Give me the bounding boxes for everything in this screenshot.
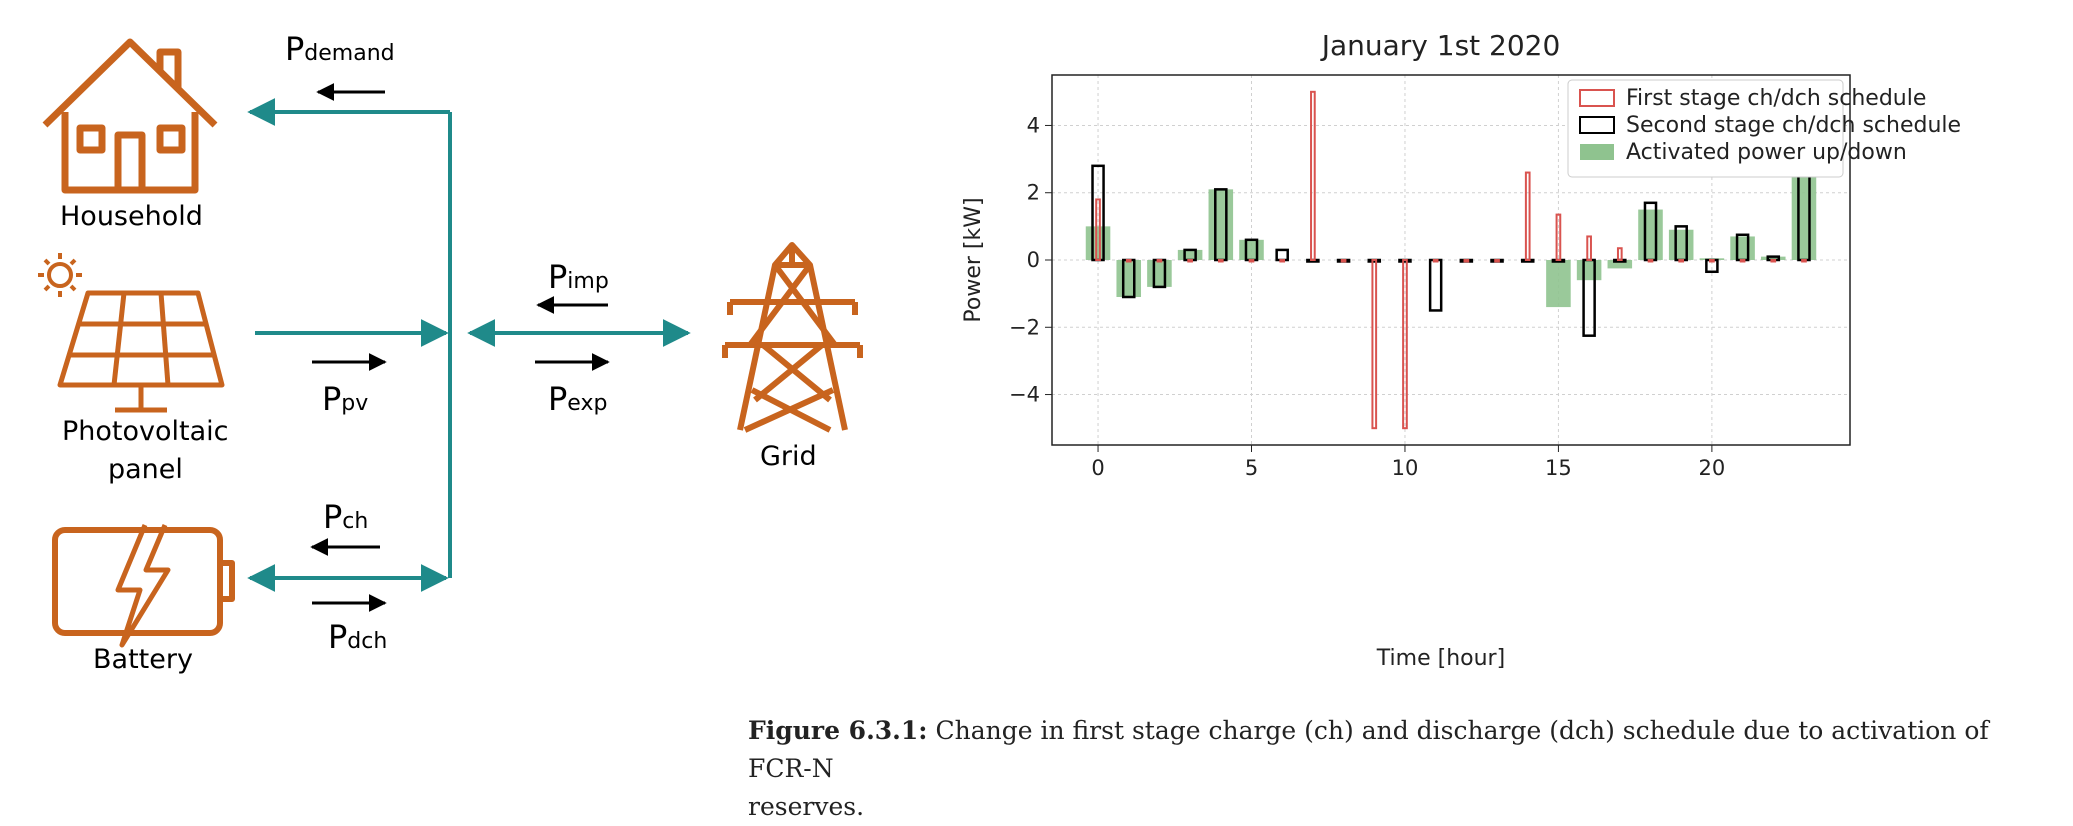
legend-swatch xyxy=(1579,89,1615,107)
battery-icon xyxy=(52,524,235,648)
bar-second-stage-ch-dch-schedule xyxy=(1275,248,1289,262)
bus-lines xyxy=(247,98,691,592)
bar-first-stage-ch-dch-schedule xyxy=(1187,259,1193,263)
x-axis-label: Time [hour] xyxy=(1376,646,1505,671)
p-demand-label: Pdemand xyxy=(285,30,395,68)
legend-swatch xyxy=(1579,116,1615,134)
bar-first-stage-ch-dch-schedule xyxy=(1709,259,1715,263)
pv-label-line1: Photovoltaic xyxy=(62,416,229,447)
pv-label-line2: panel xyxy=(108,454,183,485)
bar-activated-power-up-down xyxy=(1147,260,1172,287)
bar-activated-power-up-down xyxy=(1116,260,1142,297)
y-tick-label: 4 xyxy=(1027,113,1040,137)
chart-title: January 1st 2020 xyxy=(1320,29,1561,62)
bar-first-stage-ch-dch-schedule xyxy=(1463,259,1470,263)
bar-first-stage-ch-dch-schedule xyxy=(1279,259,1286,263)
bar-first-stage-ch-dch-schedule xyxy=(1432,259,1439,263)
x-tick-label: 5 xyxy=(1245,456,1258,480)
bars xyxy=(1085,90,1817,430)
legend-label: First stage ch/dch schedule xyxy=(1626,86,1926,111)
legend-swatch xyxy=(1580,144,1614,160)
power-schedule-chart: January 1st 2020 0 5 10 15 20 −4 −2 0 2 4 Time [h… xyxy=(961,29,1961,671)
bar-first-stage-ch-dch-schedule xyxy=(1555,213,1562,262)
bar-activated-power-up-down xyxy=(1791,162,1817,260)
caption-text-line2: reserves. xyxy=(748,792,865,821)
bar-activated-power-up-down xyxy=(1607,260,1633,269)
bar-first-stage-ch-dch-schedule xyxy=(1310,90,1316,262)
y-tick-label: −2 xyxy=(1009,315,1040,339)
flow-arrows xyxy=(310,83,610,612)
bar-activated-power-up-down xyxy=(1239,239,1264,260)
caption-label: Figure 6.3.1: xyxy=(748,716,928,745)
bar-activated-power-up-down xyxy=(1638,209,1663,260)
p-imp-label: Pimp xyxy=(548,258,609,296)
solar-panel-icon xyxy=(57,290,225,413)
transmission-tower-icon xyxy=(722,242,863,433)
ticks: 0 5 10 15 20 −4 −2 0 2 4 xyxy=(1009,113,1725,480)
p-ch-label: Pch xyxy=(323,498,368,536)
x-tick-label: 15 xyxy=(1545,456,1572,480)
bar-first-stage-ch-dch-schedule xyxy=(1647,259,1654,263)
y-tick-label: 2 xyxy=(1027,181,1040,205)
bar-first-stage-ch-dch-schedule xyxy=(1616,247,1623,262)
bar-first-stage-ch-dch-schedule xyxy=(1494,259,1500,263)
bar-first-stage-ch-dch-schedule xyxy=(1156,259,1163,263)
x-tick-label: 0 xyxy=(1091,456,1104,480)
bar-first-stage-ch-dch-schedule xyxy=(1801,259,1807,263)
y-tick-label: 0 xyxy=(1027,248,1040,272)
p-dch-label: Pdch xyxy=(328,618,387,656)
household-label: Household xyxy=(60,201,203,232)
bar-first-stage-ch-dch-schedule xyxy=(1371,259,1378,430)
bar-activated-power-up-down xyxy=(1546,260,1571,308)
bar-first-stage-ch-dch-schedule xyxy=(1770,259,1777,263)
bar-first-stage-ch-dch-schedule xyxy=(1217,259,1224,263)
bar-first-stage-ch-dch-schedule xyxy=(1402,259,1408,430)
bar-activated-power-up-down xyxy=(1085,226,1111,260)
bar-first-stage-ch-dch-schedule xyxy=(1524,171,1531,261)
bar-activated-power-up-down xyxy=(1760,256,1786,260)
bar-second-stage-ch-dch-schedule xyxy=(1428,258,1443,312)
bar-first-stage-ch-dch-schedule xyxy=(1125,259,1132,263)
bar-first-stage-ch-dch-schedule xyxy=(1586,235,1592,261)
bar-activated-power-up-down xyxy=(1208,189,1234,260)
figure-caption: Figure 6.3.1: Change in first stage char… xyxy=(748,712,2058,826)
sun-icon xyxy=(38,253,82,297)
bar-first-stage-ch-dch-schedule xyxy=(1248,259,1255,263)
bar-first-stage-ch-dch-schedule xyxy=(1340,259,1347,263)
x-tick-label: 20 xyxy=(1699,456,1726,480)
y-axis-label: Power [kW] xyxy=(961,197,986,322)
legend-label: Second stage ch/dch schedule xyxy=(1626,113,1961,138)
bar-activated-power-up-down xyxy=(1576,260,1602,281)
x-tick-label: 10 xyxy=(1392,456,1419,480)
caption-text-line1: Change in first stage charge (ch) and di… xyxy=(748,716,1989,783)
bar-activated-power-up-down xyxy=(1730,236,1755,260)
legend-box xyxy=(1567,79,1844,178)
p-exp-label: Pexp xyxy=(548,380,607,418)
legend-label: Activated power up/down xyxy=(1626,140,1907,165)
bar-activated-power-up-down xyxy=(1668,229,1694,260)
bar-first-stage-ch-dch-schedule xyxy=(1095,198,1101,261)
battery-label: Battery xyxy=(93,644,193,675)
bar-first-stage-ch-dch-schedule xyxy=(1739,259,1746,263)
p-pv-label: Ppv xyxy=(322,380,368,418)
energy-flow-diagram: Household Photovoltaic panel Battery xyxy=(38,30,863,675)
house-icon xyxy=(42,38,218,194)
grid-label: Grid xyxy=(760,441,817,472)
bar-first-stage-ch-dch-schedule xyxy=(1678,259,1685,263)
bar-activated-power-up-down xyxy=(1177,249,1203,260)
y-tick-label: −4 xyxy=(1009,383,1040,407)
